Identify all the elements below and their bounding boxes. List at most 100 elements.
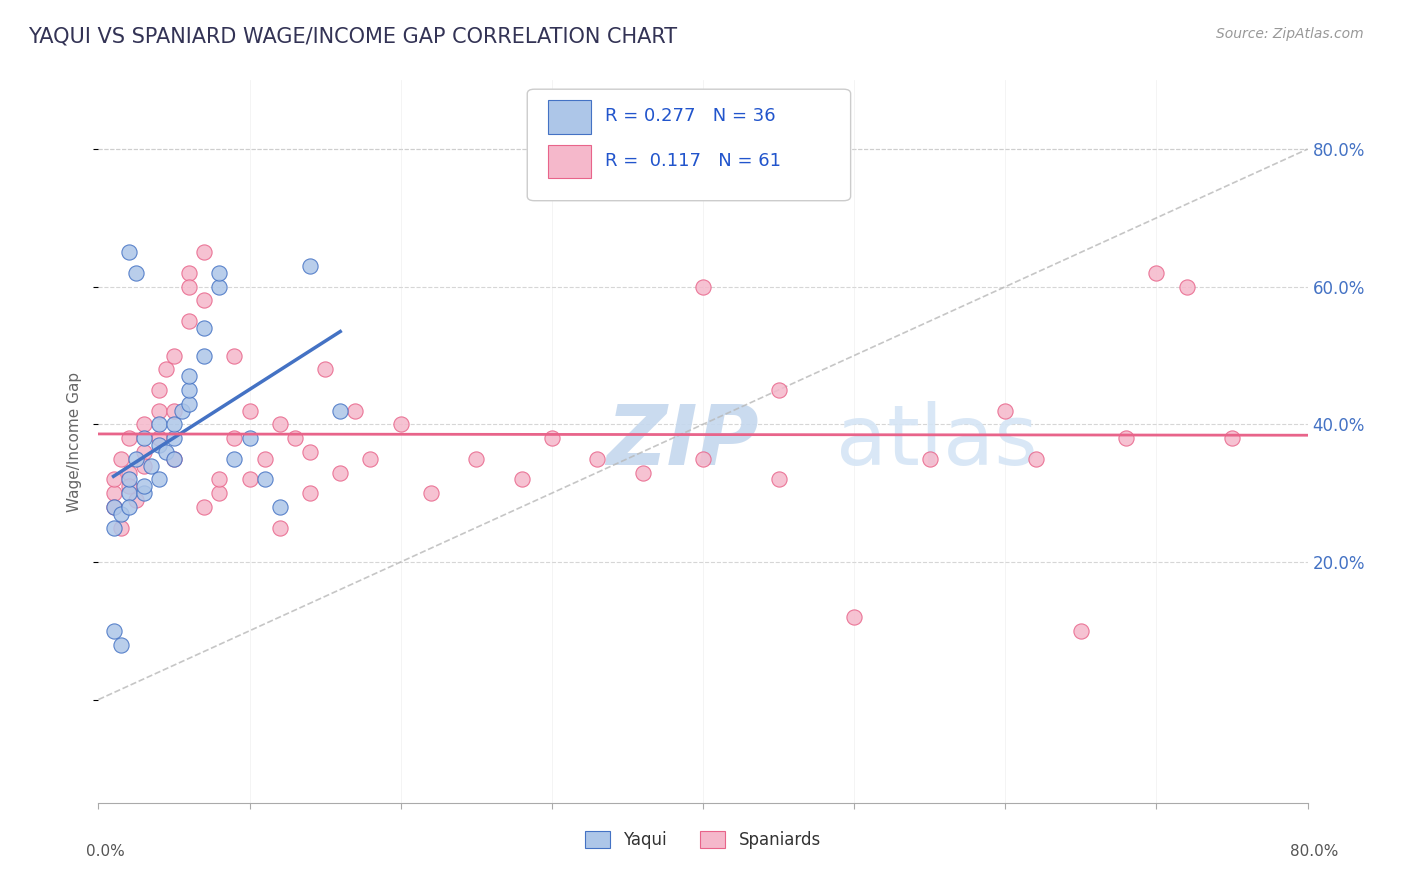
Point <box>253 472 276 486</box>
Point <box>540 431 562 445</box>
Point <box>125 493 148 508</box>
Point <box>299 259 322 273</box>
Point <box>208 266 231 280</box>
Point <box>118 479 141 493</box>
Point <box>918 451 941 466</box>
Point <box>118 245 141 260</box>
Point <box>132 445 155 459</box>
Point <box>284 431 307 445</box>
Point <box>132 431 155 445</box>
Point <box>208 486 231 500</box>
Point <box>163 451 186 466</box>
Point <box>193 500 215 514</box>
Point <box>103 486 125 500</box>
Point <box>389 417 412 432</box>
Point <box>1175 279 1198 293</box>
Point <box>208 279 231 293</box>
Point <box>510 472 533 486</box>
Point <box>103 520 125 534</box>
Point <box>208 472 231 486</box>
Point <box>179 279 201 293</box>
Point <box>118 466 141 480</box>
Text: R =  0.117   N = 61: R = 0.117 N = 61 <box>605 152 780 169</box>
Point <box>155 445 177 459</box>
Point <box>103 500 125 514</box>
Point <box>179 369 201 384</box>
Point <box>163 417 186 432</box>
Point <box>118 500 141 514</box>
Point <box>103 500 125 514</box>
Point <box>768 383 790 397</box>
Point <box>586 451 609 466</box>
Point <box>1024 451 1046 466</box>
Point <box>224 349 246 363</box>
Point <box>118 486 141 500</box>
Point <box>1115 431 1137 445</box>
Point <box>103 624 125 638</box>
Point <box>163 451 186 466</box>
Y-axis label: Wage/Income Gap: Wage/Income Gap <box>67 371 83 512</box>
Point <box>148 383 170 397</box>
Point <box>344 403 367 417</box>
Point <box>148 472 170 486</box>
Point <box>329 403 352 417</box>
Text: 80.0%: 80.0% <box>1291 845 1339 859</box>
Point <box>118 431 141 445</box>
Point <box>844 610 866 624</box>
Point <box>239 472 262 486</box>
Point <box>269 417 291 432</box>
Point <box>420 486 443 500</box>
Point <box>125 451 148 466</box>
Point <box>132 479 155 493</box>
Point <box>141 458 163 473</box>
Text: YAQUI VS SPANIARD WAGE/INCOME GAP CORRELATION CHART: YAQUI VS SPANIARD WAGE/INCOME GAP CORREL… <box>28 27 678 46</box>
Point <box>329 466 352 480</box>
Point <box>239 403 262 417</box>
Point <box>994 403 1017 417</box>
Point <box>170 403 193 417</box>
Point <box>692 279 714 293</box>
Point <box>179 397 201 411</box>
Point <box>110 520 132 534</box>
Point <box>299 486 322 500</box>
Point <box>103 472 125 486</box>
Point <box>148 403 170 417</box>
Point <box>1070 624 1092 638</box>
Point <box>110 507 132 521</box>
Point <box>193 321 215 335</box>
Point <box>179 383 201 397</box>
Point <box>1146 266 1168 280</box>
Point <box>360 451 382 466</box>
Point <box>299 445 322 459</box>
Point <box>314 362 336 376</box>
Point <box>148 438 170 452</box>
Point <box>110 638 132 652</box>
Point <box>224 431 246 445</box>
Point <box>239 431 262 445</box>
Point <box>155 362 177 376</box>
Point <box>110 451 132 466</box>
Text: 0.0%: 0.0% <box>86 845 125 859</box>
Text: R = 0.277   N = 36: R = 0.277 N = 36 <box>605 107 775 125</box>
Point <box>163 349 186 363</box>
Point <box>132 486 155 500</box>
Point <box>179 314 201 328</box>
Point <box>148 431 170 445</box>
Point <box>179 266 201 280</box>
Point <box>163 403 186 417</box>
Point <box>193 349 215 363</box>
Point <box>631 466 654 480</box>
Text: atlas: atlas <box>837 401 1038 482</box>
Point <box>269 500 291 514</box>
Point <box>692 451 714 466</box>
Point <box>132 458 155 473</box>
Text: Source: ZipAtlas.com: Source: ZipAtlas.com <box>1216 27 1364 41</box>
Point <box>118 472 141 486</box>
Legend: Yaqui, Spaniards: Yaqui, Spaniards <box>578 824 828 856</box>
Point <box>193 245 215 260</box>
Point <box>224 451 246 466</box>
Point <box>125 266 148 280</box>
Point <box>193 293 215 308</box>
Text: ZIP: ZIP <box>606 401 759 482</box>
Point <box>768 472 790 486</box>
